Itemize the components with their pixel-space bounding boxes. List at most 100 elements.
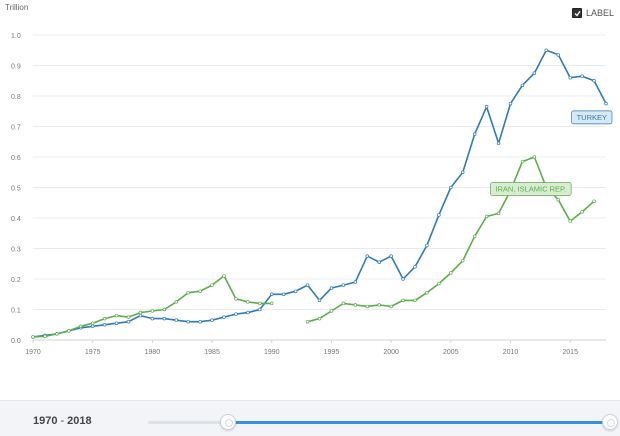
data-point-0-40 bbox=[508, 101, 513, 106]
data-point-1-28 bbox=[377, 303, 381, 307]
data-point-1-17 bbox=[234, 297, 238, 301]
data-point-0-38 bbox=[484, 104, 489, 109]
data-point-0-12 bbox=[174, 318, 179, 322]
y-tick-label-2: 0.2 bbox=[11, 277, 21, 284]
data-point-0-32 bbox=[413, 265, 417, 269]
x-tick-label-7: 2005 bbox=[443, 349, 459, 356]
checkmark-icon bbox=[574, 10, 581, 17]
data-point-1-9 bbox=[138, 310, 143, 315]
data-point-1-22 bbox=[305, 319, 310, 324]
data-point-1-1 bbox=[43, 334, 47, 339]
data-point-0-39 bbox=[496, 141, 501, 146]
y-tick-label-8: 0.8 bbox=[11, 94, 21, 101]
data-point-0-48 bbox=[604, 101, 608, 106]
data-point-1-41 bbox=[532, 155, 537, 159]
data-point-1-36 bbox=[472, 234, 477, 239]
range-end-year: 2018 bbox=[67, 415, 92, 427]
data-point-1-5 bbox=[90, 321, 95, 325]
data-point-1-34 bbox=[449, 271, 453, 275]
series-label-1: IRAN, ISLAMIC REP. bbox=[490, 182, 572, 196]
data-point-0-25 bbox=[329, 286, 334, 290]
series-label-0: TURKEY bbox=[571, 110, 613, 125]
data-point-0-19 bbox=[258, 307, 262, 312]
slider-end-handle[interactable] bbox=[602, 414, 618, 430]
data-point-1-45 bbox=[580, 210, 584, 214]
data-point-1-25 bbox=[341, 301, 346, 306]
year-range-display: 1970-2018 bbox=[33, 415, 92, 427]
y-tick-label-4: 0.4 bbox=[11, 216, 21, 223]
y-tick-label-7: 0.7 bbox=[11, 125, 21, 132]
y-tick-label-6: 0.6 bbox=[11, 155, 21, 162]
data-point-0-7 bbox=[114, 321, 119, 325]
data-point-1-12 bbox=[174, 300, 179, 304]
data-point-1-7 bbox=[114, 313, 119, 318]
data-point-0-45 bbox=[568, 75, 572, 80]
data-point-0-36 bbox=[461, 170, 465, 175]
data-point-0-11 bbox=[162, 316, 167, 321]
year-range-slider[interactable] bbox=[148, 414, 618, 430]
data-point-0-13 bbox=[186, 319, 190, 324]
data-point-1-4 bbox=[78, 324, 83, 329]
data-point-1-43 bbox=[556, 197, 560, 202]
data-point-1-29 bbox=[389, 304, 393, 309]
x-tick-label-9: 2015 bbox=[562, 349, 578, 356]
data-point-0-16 bbox=[222, 315, 226, 319]
data-point-1-13 bbox=[186, 290, 190, 295]
data-point-1-40 bbox=[520, 159, 525, 164]
data-point-0-34 bbox=[437, 213, 441, 217]
data-point-1-2 bbox=[55, 332, 59, 336]
data-point-0-22 bbox=[293, 289, 298, 293]
series-label-box-0 bbox=[571, 110, 613, 125]
x-tick-label-8: 2010 bbox=[503, 349, 519, 356]
data-point-1-35 bbox=[461, 258, 465, 263]
data-point-1-33 bbox=[437, 281, 441, 286]
slider-start-handle[interactable] bbox=[219, 414, 236, 430]
data-point-1-26 bbox=[353, 303, 358, 307]
data-point-0-26 bbox=[341, 283, 346, 287]
y-tick-label-1: 0.1 bbox=[11, 308, 21, 315]
y-tick-label-0: 0.0 bbox=[11, 338, 21, 345]
data-point-0-21 bbox=[281, 292, 286, 297]
y-tick-label-3: 0.3 bbox=[11, 247, 21, 254]
data-point-1-38 bbox=[496, 211, 501, 216]
data-point-1-30 bbox=[401, 298, 405, 303]
series-label-box-1 bbox=[490, 182, 572, 196]
label-toggle[interactable]: LABEL bbox=[572, 8, 614, 18]
range-separator: - bbox=[60, 415, 65, 427]
data-point-0-31 bbox=[401, 277, 405, 281]
data-point-1-6 bbox=[102, 316, 107, 321]
data-point-1-32 bbox=[425, 290, 429, 295]
range-start-year: 1970 bbox=[33, 415, 58, 427]
data-point-1-16 bbox=[222, 274, 226, 278]
data-point-1-8 bbox=[126, 315, 131, 319]
data-point-0-44 bbox=[556, 53, 560, 57]
data-point-1-18 bbox=[246, 300, 250, 304]
data-point-0-9 bbox=[138, 313, 143, 318]
x-tick-label-0: 1970 bbox=[25, 349, 41, 356]
data-point-0-5 bbox=[90, 324, 95, 329]
data-point-1-10 bbox=[150, 309, 155, 313]
data-point-0-6 bbox=[102, 323, 107, 327]
data-point-0-10 bbox=[150, 316, 155, 321]
x-tick-label-2: 1980 bbox=[145, 349, 161, 356]
label-checkbox[interactable] bbox=[572, 8, 582, 18]
data-point-0-20 bbox=[270, 292, 274, 297]
series-label-text-1: IRAN, ISLAMIC REP. bbox=[495, 185, 566, 194]
x-tick-label-4: 1990 bbox=[264, 349, 280, 356]
data-point-0-14 bbox=[198, 319, 202, 324]
data-point-1-3 bbox=[67, 329, 71, 333]
data-point-0-46 bbox=[580, 74, 584, 78]
time-range-footer: 1970-2018 bbox=[0, 400, 620, 436]
x-tick-label-6: 2000 bbox=[383, 349, 399, 356]
data-point-0-15 bbox=[210, 318, 214, 322]
data-point-0-18 bbox=[246, 310, 250, 315]
data-point-1-24 bbox=[329, 309, 334, 313]
line-chart: 0.0 0.1 0.2 0.3 0.4 0.5 0.6 0.7 0.8 0.9 1.0 1970 197… bbox=[11, 33, 613, 356]
data-point-1-31 bbox=[413, 298, 417, 303]
data-point-0-30 bbox=[389, 254, 393, 258]
y-tick-label-10: 1.0 bbox=[11, 33, 21, 40]
data-point-0-27 bbox=[353, 280, 358, 284]
data-point-1-37 bbox=[484, 214, 489, 219]
data-point-1-23 bbox=[317, 316, 322, 321]
data-point-0-35 bbox=[449, 185, 453, 190]
